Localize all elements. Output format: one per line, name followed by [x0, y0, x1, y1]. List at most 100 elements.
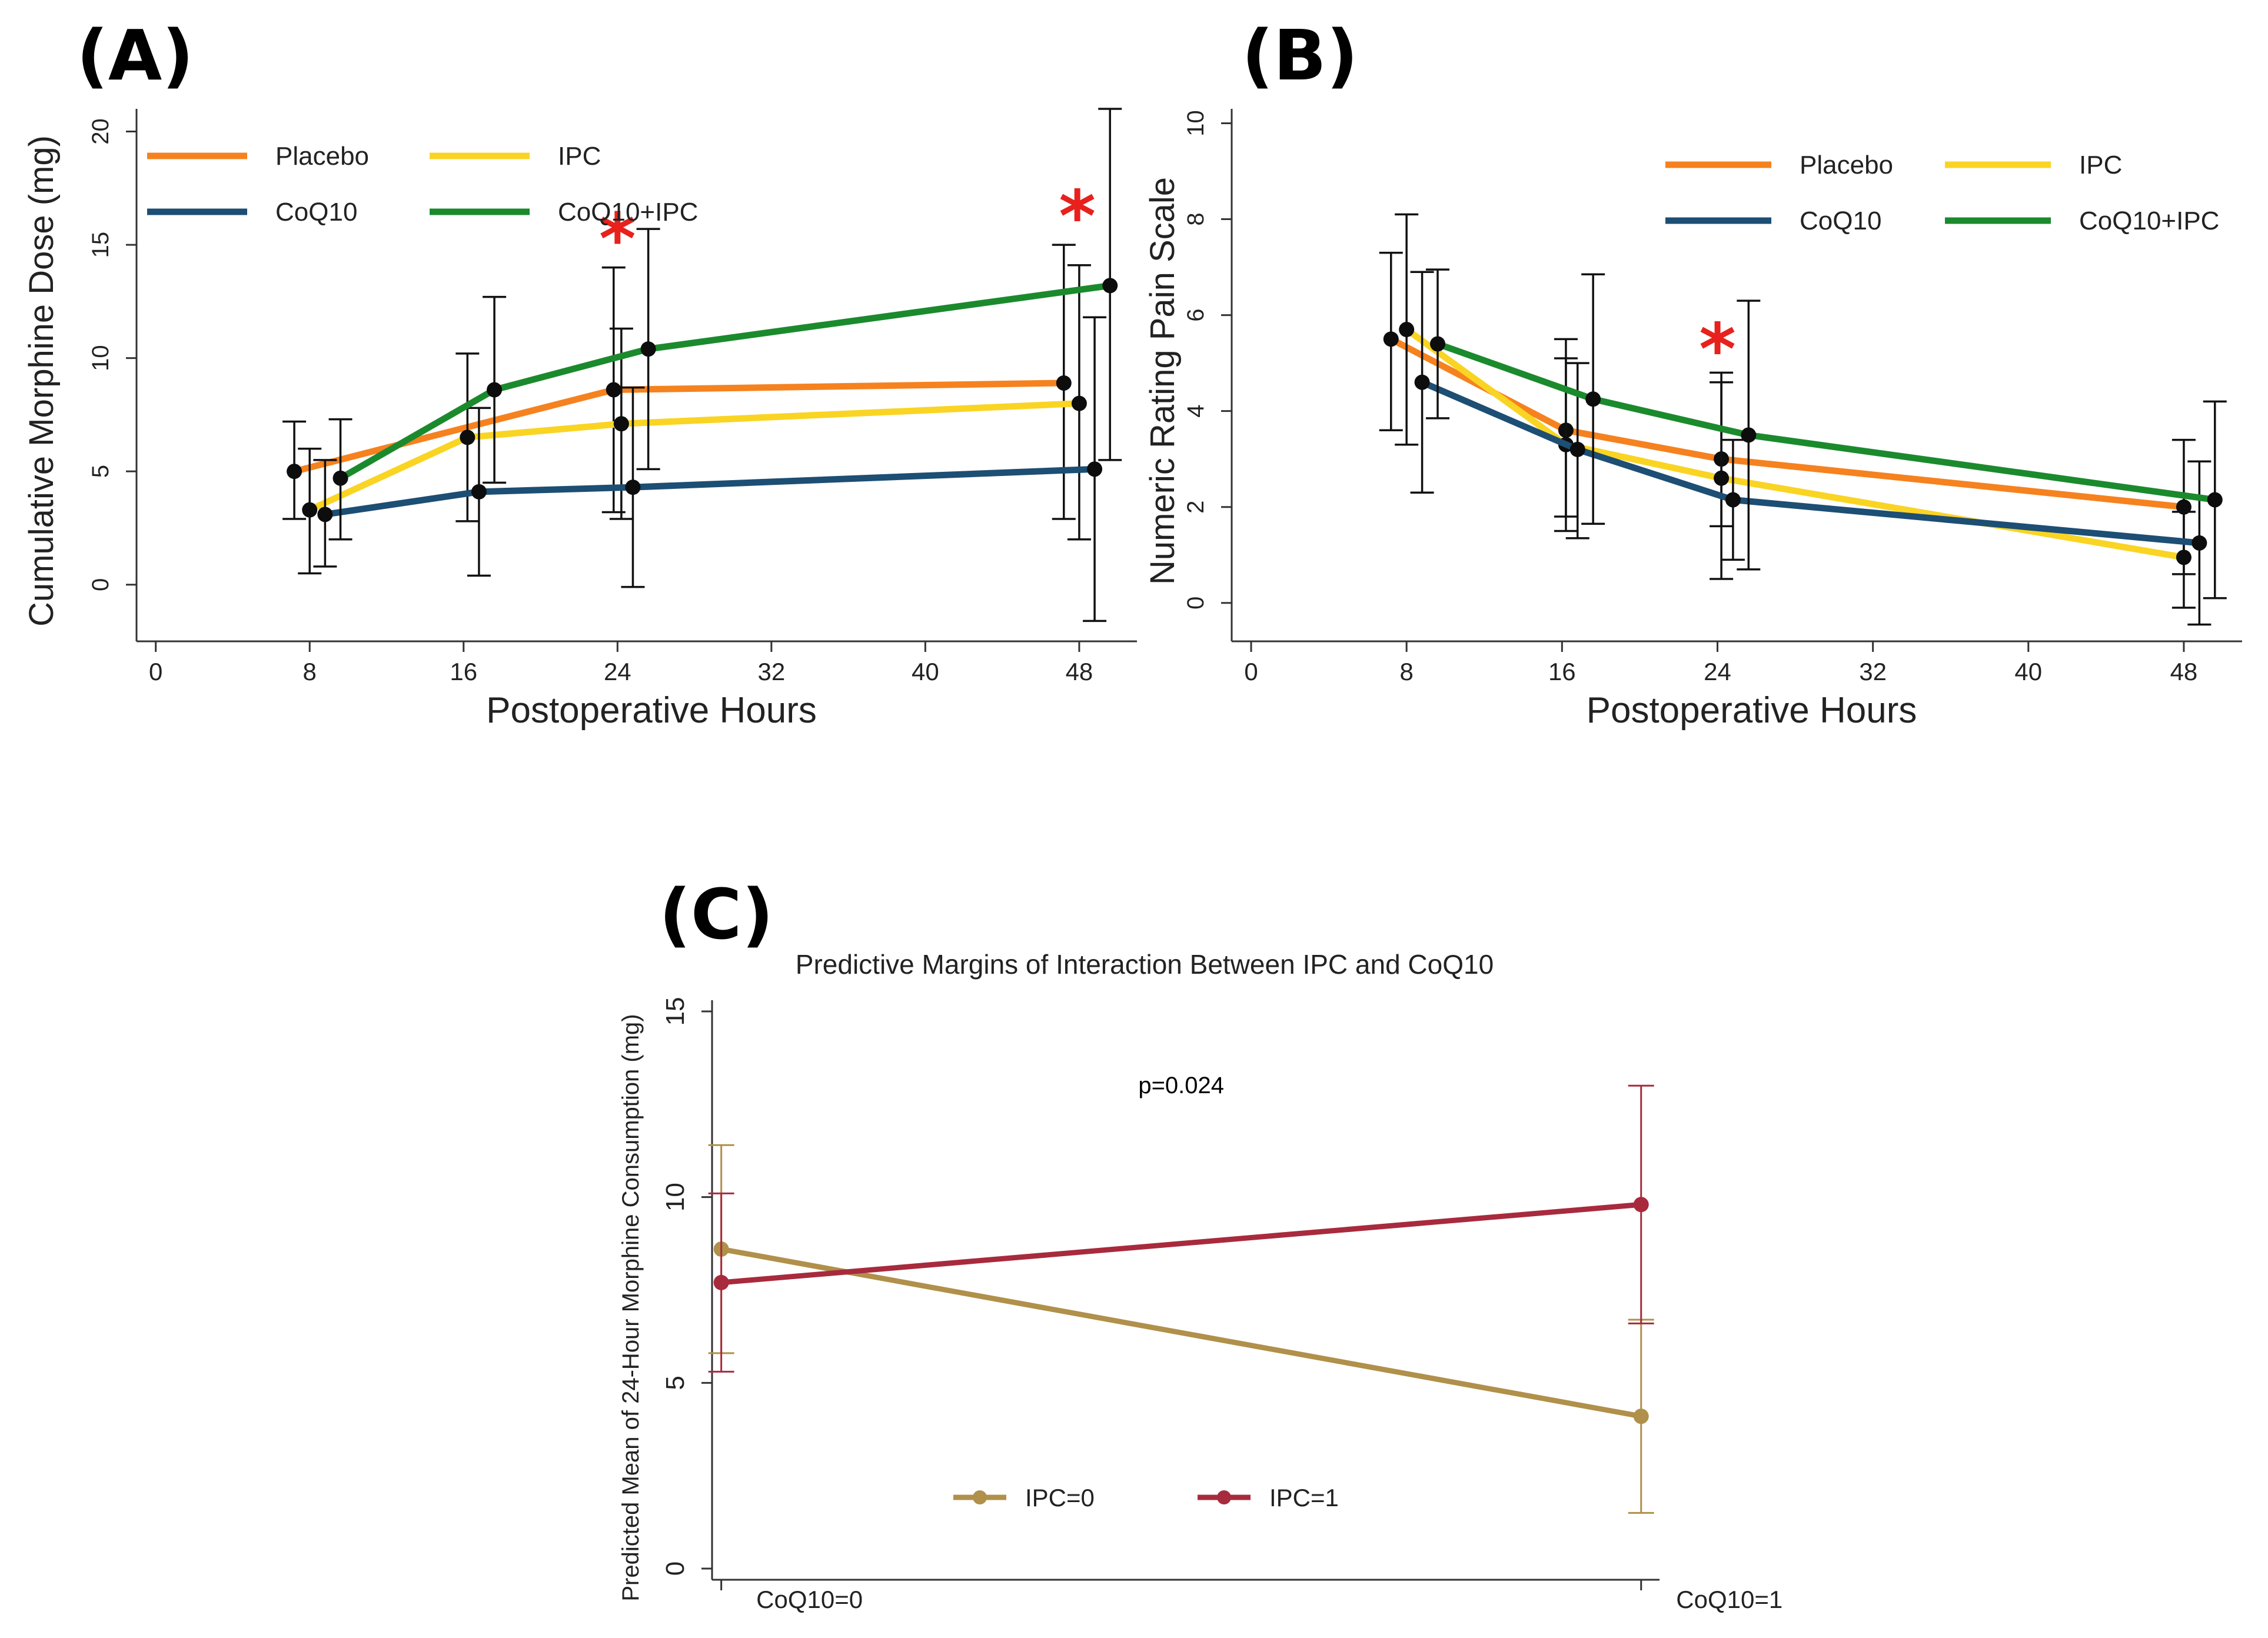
- legend: Placebo IPC CoQ10 CoQ10+IPC: [1665, 151, 2219, 235]
- series-ipc-1: [708, 1084, 1654, 1373]
- x-tick-label: 48: [2170, 658, 2198, 685]
- legend: IPC=0 IPC=1: [953, 1484, 1339, 1512]
- data-point: [613, 416, 629, 432]
- legend-marker: [973, 1490, 987, 1504]
- legend-label: CoQ10: [275, 198, 357, 227]
- y-tick-label: 5: [661, 1376, 690, 1390]
- series-line: [719, 1246, 1644, 1419]
- x-tick-label: 0: [1244, 658, 1258, 685]
- data-point: [1741, 427, 1757, 443]
- data-point: [2191, 535, 2207, 551]
- y-axis-label: Numeric Rating Pain Scale: [1143, 177, 1182, 585]
- p-value-annotation: p=0.024: [1138, 1073, 1224, 1098]
- legend-label: Placebo: [275, 142, 369, 171]
- significance-marker: *: [599, 199, 636, 281]
- x-category-label: CoQ10=1: [1676, 1586, 1783, 1613]
- x-tick-label: 8: [303, 658, 317, 685]
- panel-label: (B): [1242, 15, 1358, 96]
- legend-label: CoQ10+IPC: [2079, 207, 2219, 235]
- legend-item-placebo: Placebo: [147, 142, 369, 171]
- data-point: [625, 480, 641, 495]
- x-tick-label: 0: [149, 658, 162, 685]
- x-axis-label: Postoperative Hours: [1587, 690, 1917, 731]
- data-point: [1087, 461, 1103, 477]
- series-coq10-ipc: [1426, 268, 2227, 600]
- data-point: [1569, 441, 1585, 457]
- data-point: [606, 382, 621, 398]
- data-point: [487, 382, 503, 398]
- legend-label: Placebo: [1800, 151, 1893, 179]
- data-point: [1633, 1197, 1649, 1213]
- data-point: [471, 484, 487, 500]
- chart-title: Predictive Margins of Interaction Betwee…: [796, 949, 1494, 980]
- legend-item-ipc-0: IPC=0: [953, 1484, 1095, 1512]
- data-point: [1585, 391, 1601, 407]
- data-point: [640, 341, 656, 357]
- series-coq10-ipc: [328, 108, 1122, 541]
- x-tick-label: 24: [604, 658, 631, 685]
- x-tick-label: 32: [757, 658, 785, 685]
- series-line: [337, 282, 1113, 482]
- legend-label: CoQ10: [1800, 207, 1881, 235]
- series-coq10: [313, 316, 1107, 622]
- chart-panel-3: Predictive Margins of Interaction Betwee…: [618, 949, 1783, 1613]
- y-tick-label: 2: [1183, 501, 1209, 514]
- y-tick-label: 0: [88, 578, 114, 591]
- legend-label: IPC: [2079, 151, 2122, 179]
- x-tick-label: 48: [1066, 658, 1093, 685]
- series-line: [306, 400, 1083, 514]
- x-tick-label: 16: [450, 658, 477, 685]
- series-placebo: [282, 244, 1076, 520]
- y-tick-label: 0: [661, 1562, 690, 1576]
- legend-item-ipc-1: IPC=1: [1198, 1484, 1339, 1512]
- series-line: [719, 1201, 1644, 1286]
- series-line: [1419, 379, 2203, 547]
- series-line: [291, 379, 1068, 475]
- legend-item-coq10-ipc: CoQ10+IPC: [1945, 207, 2219, 235]
- y-tick-label: 4: [1183, 405, 1209, 418]
- x-category-label: CoQ10=0: [756, 1586, 863, 1613]
- data-point: [302, 502, 318, 518]
- y-tick-label: 0: [1183, 597, 1209, 610]
- series-ipc: [298, 264, 1091, 575]
- data-point: [1430, 336, 1446, 352]
- legend-item-ipc: IPC: [1945, 151, 2122, 179]
- y-tick-label: 10: [661, 1183, 690, 1211]
- y-tick-label: 15: [88, 232, 114, 258]
- x-tick-label: 24: [1704, 658, 1731, 685]
- legend-item-placebo: Placebo: [1665, 151, 1893, 179]
- data-point: [2207, 492, 2223, 508]
- legend: Placebo IPC CoQ10 CoQ10+IPC: [147, 142, 698, 227]
- legend-label: IPC: [558, 142, 601, 171]
- data-point: [2176, 550, 2191, 565]
- legend-label: IPC=0: [1025, 1484, 1095, 1512]
- x-tick-label: 16: [1548, 658, 1576, 685]
- legend-marker: [1217, 1490, 1231, 1504]
- y-tick-label: 5: [88, 465, 114, 478]
- y-tick-label: 20: [88, 118, 114, 145]
- x-tick-label: 8: [1399, 658, 1413, 685]
- significance-marker: *: [1699, 309, 1736, 391]
- data-point: [1399, 322, 1415, 338]
- data-point: [287, 464, 302, 480]
- x-tick-label: 32: [1859, 658, 1887, 685]
- x-tick-label: 40: [2014, 658, 2042, 685]
- data-point: [332, 470, 348, 486]
- legend-label: IPC=1: [1269, 1484, 1339, 1512]
- data-point: [1102, 278, 1118, 294]
- data-point: [1056, 375, 1072, 391]
- data-point: [1633, 1409, 1649, 1424]
- data-point: [1071, 395, 1087, 411]
- y-axis-label: Cumulative Morphine Dose (mg): [22, 135, 61, 627]
- series-line: [321, 465, 1098, 518]
- y-tick-label: 6: [1183, 308, 1209, 321]
- series-coq10: [1410, 271, 2212, 626]
- legend-item-ipc: IPC: [430, 142, 601, 171]
- series-ipc: [1395, 213, 2196, 609]
- y-axis-label: Predicted Mean of 24-Hour Morphine Consu…: [618, 1014, 644, 1601]
- y-tick-label: 15: [661, 997, 690, 1026]
- legend-label: CoQ10+IPC: [558, 198, 698, 227]
- data-point: [317, 507, 333, 522]
